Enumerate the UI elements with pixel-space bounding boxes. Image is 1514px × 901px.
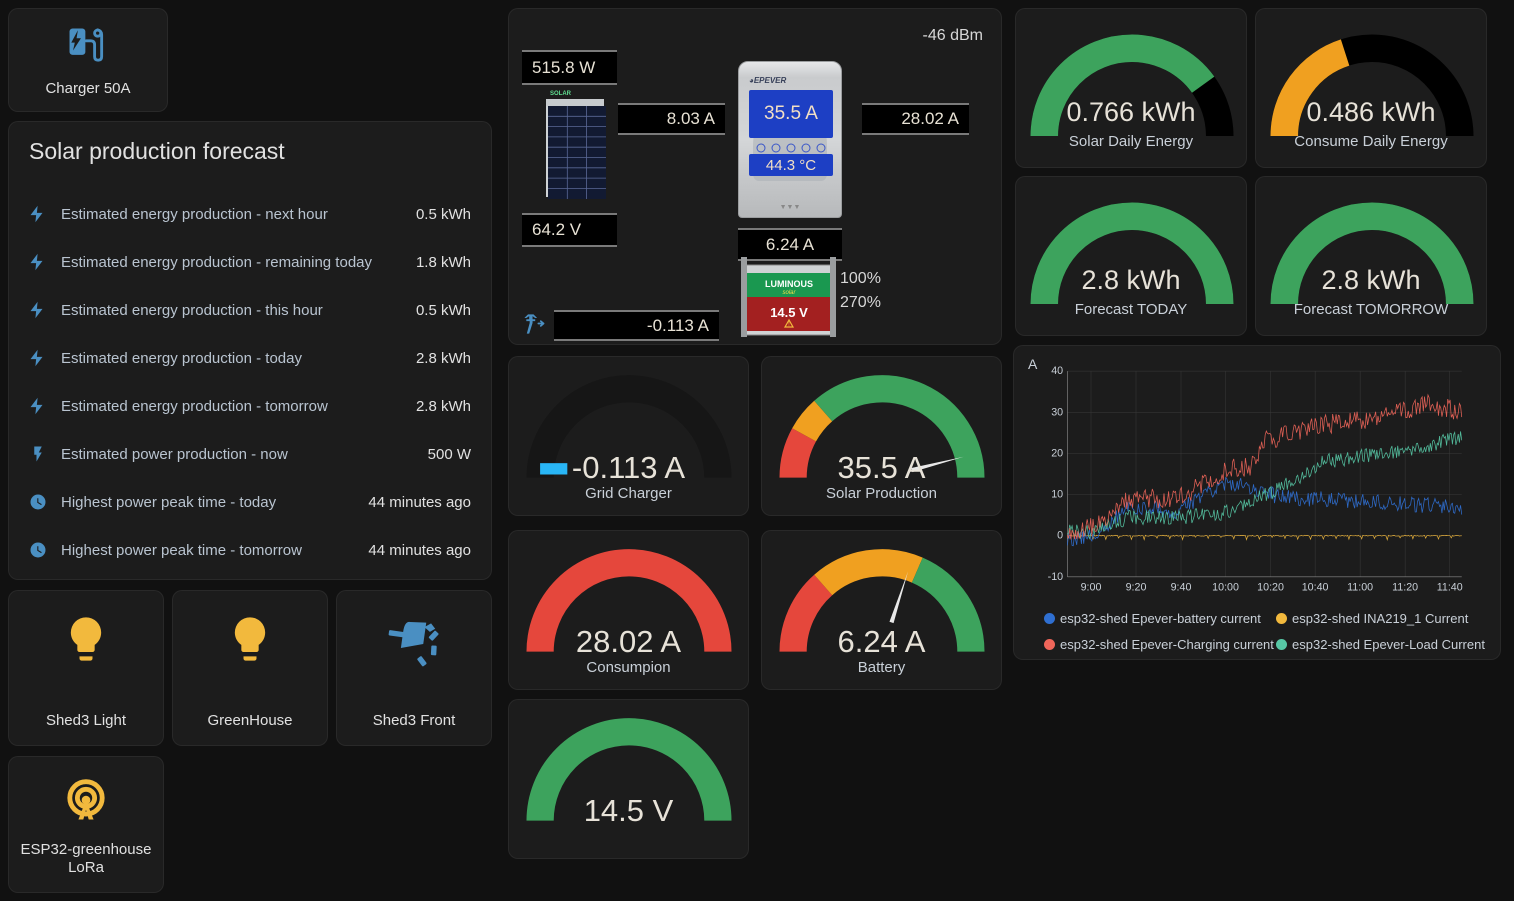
svg-text:9:00: 9:00 <box>1081 582 1102 594</box>
svg-text:0: 0 <box>1057 530 1063 542</box>
svg-text:10: 10 <box>1051 489 1063 501</box>
svg-text:10:00: 10:00 <box>1212 582 1239 594</box>
svg-text:10:40: 10:40 <box>1302 582 1329 594</box>
svg-text:LUMINOUS: LUMINOUS <box>765 279 813 289</box>
svg-text:20: 20 <box>1051 447 1063 459</box>
svg-text:11:20: 11:20 <box>1392 582 1418 594</box>
svg-text:9:20: 9:20 <box>1126 582 1147 594</box>
svg-text:10:20: 10:20 <box>1257 582 1284 594</box>
svg-text:11:00: 11:00 <box>1347 582 1373 594</box>
svg-text:40: 40 <box>1051 365 1063 377</box>
svg-text:14.5 V: 14.5 V <box>770 305 808 320</box>
svg-text:30: 30 <box>1051 406 1063 418</box>
svg-text:11:40: 11:40 <box>1437 582 1463 594</box>
svg-text:solar: solar <box>782 290 796 296</box>
svg-text:9:40: 9:40 <box>1171 582 1192 594</box>
svg-text:-10: -10 <box>1048 571 1064 583</box>
